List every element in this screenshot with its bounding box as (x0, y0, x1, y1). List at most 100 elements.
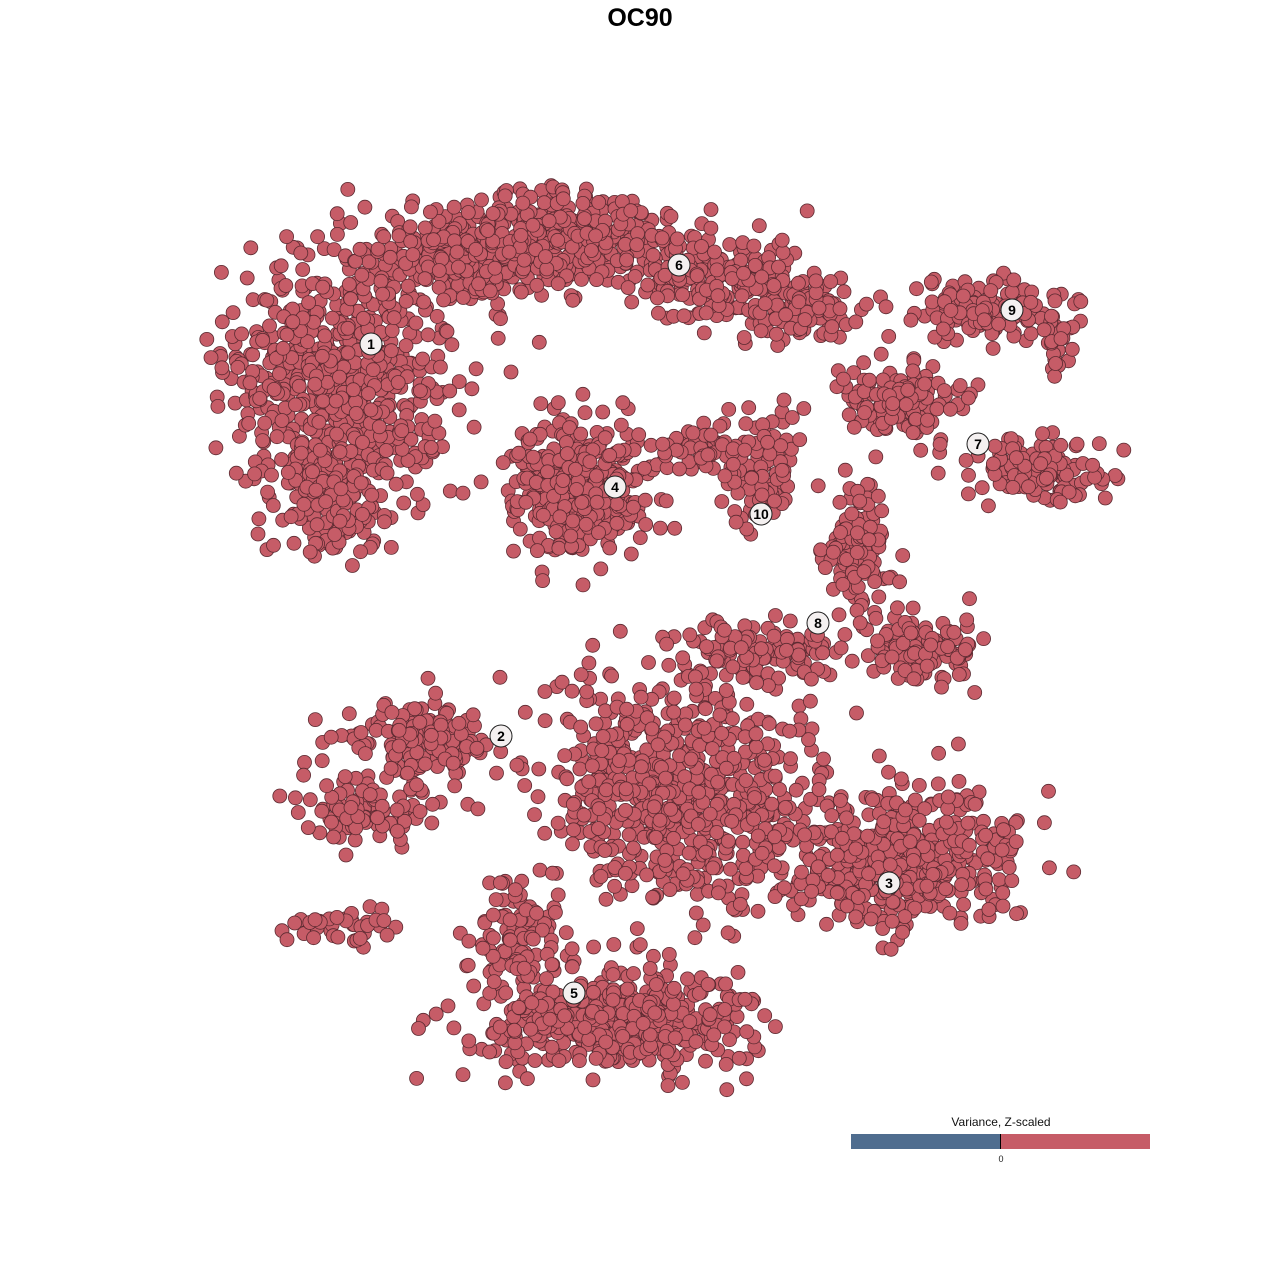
data-point (1107, 468, 1123, 483)
data-point (710, 774, 726, 790)
data-point (712, 707, 728, 723)
data-point (778, 307, 794, 323)
data-point (565, 292, 581, 308)
data-point (621, 827, 637, 843)
data-point (942, 905, 958, 921)
data-point (905, 363, 921, 379)
data-point (903, 625, 919, 641)
data-point (409, 777, 425, 793)
data-point (585, 637, 601, 653)
data-point (852, 615, 868, 631)
data-point (341, 276, 357, 292)
data-point (675, 287, 690, 303)
data-point (804, 883, 819, 899)
chart-title: OC90 (607, 4, 673, 32)
data-point (954, 877, 969, 893)
data-point (497, 1075, 513, 1091)
data-point (980, 851, 996, 867)
data-point (563, 528, 579, 544)
data-point (595, 404, 611, 420)
data-point (797, 827, 812, 843)
data-point (326, 829, 342, 845)
data-point (823, 274, 838, 289)
data-point (376, 229, 392, 245)
data-point (753, 641, 769, 657)
data-point (906, 671, 922, 687)
data-point (613, 417, 629, 433)
data-point (288, 397, 303, 413)
data-point (444, 337, 460, 353)
data-point (737, 991, 753, 1007)
data-point (782, 613, 798, 629)
data-point (873, 346, 889, 362)
data-point (859, 296, 874, 312)
data-point (301, 295, 317, 311)
data-point (328, 393, 344, 409)
data-point (837, 627, 853, 642)
data-point (782, 723, 797, 739)
data-point (314, 348, 330, 364)
data-point (409, 486, 425, 502)
data-point (507, 1022, 522, 1038)
data-point (884, 649, 900, 665)
data-point (736, 330, 752, 345)
data-point (604, 668, 619, 684)
data-point (878, 299, 894, 315)
data-point (625, 499, 641, 515)
data-point (804, 671, 819, 687)
data-point (767, 493, 782, 509)
data-point (533, 396, 549, 412)
data-point (661, 947, 677, 962)
data-point (663, 208, 679, 224)
data-point (400, 278, 416, 294)
data-point (967, 685, 983, 700)
data-point (1069, 436, 1085, 452)
data-point (666, 980, 682, 996)
data-point (871, 589, 887, 605)
data-point (778, 800, 793, 815)
data-point (541, 213, 557, 229)
data-point (635, 1016, 651, 1031)
data-point (663, 801, 679, 817)
data-point (776, 880, 792, 896)
data-point (327, 527, 343, 542)
data-point (555, 191, 571, 207)
data-point (513, 227, 529, 243)
data-point (860, 828, 875, 844)
data-point (967, 796, 983, 812)
data-point (839, 810, 854, 826)
data-point (940, 639, 955, 654)
data-point (373, 273, 389, 289)
data-point (1036, 322, 1052, 338)
data-point (890, 600, 905, 616)
data-point (1053, 331, 1069, 347)
data-point (976, 312, 992, 328)
data-point (455, 290, 471, 305)
data-point (920, 412, 935, 428)
data-point (937, 383, 952, 399)
data-point (550, 232, 566, 248)
data-point (675, 650, 691, 666)
data-point (569, 482, 584, 497)
data-point (344, 558, 360, 573)
data-point (557, 748, 573, 763)
data-point (672, 461, 687, 477)
data-point (902, 834, 918, 849)
data-point (225, 305, 241, 321)
data-point (632, 937, 648, 952)
data-point (429, 308, 445, 324)
data-point (882, 857, 898, 873)
data-point (705, 860, 721, 876)
data-point (379, 465, 395, 481)
data-point (396, 495, 412, 511)
data-point (550, 276, 566, 292)
data-point (986, 456, 1001, 472)
data-point (731, 1050, 747, 1066)
data-point (555, 473, 571, 488)
data-point (846, 419, 862, 435)
data-point (574, 271, 589, 287)
data-point (575, 195, 591, 211)
data-point (577, 211, 592, 227)
data-point (230, 359, 246, 375)
data-point (739, 1071, 754, 1087)
